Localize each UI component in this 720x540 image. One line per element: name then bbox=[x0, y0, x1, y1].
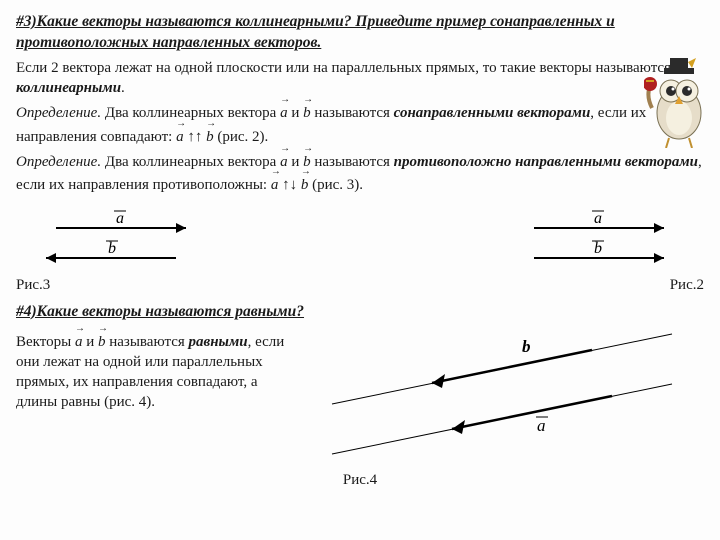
q4-text: Векторы a и b называются равными, если о… bbox=[16, 329, 296, 413]
text: Векторы bbox=[16, 334, 75, 350]
arrows-icon: ↑↑ bbox=[184, 129, 207, 145]
vector-a: a bbox=[176, 124, 184, 147]
text: называются bbox=[311, 105, 394, 121]
vector-b: b bbox=[98, 329, 106, 352]
fig4-caption: Рис.4 bbox=[16, 470, 704, 490]
vector-a: a bbox=[271, 172, 279, 195]
vector-b: b bbox=[303, 100, 311, 123]
figure-4: b a bbox=[312, 329, 704, 464]
def-label: Определение. bbox=[16, 105, 101, 121]
text: называются bbox=[311, 154, 394, 170]
fig3-caption: Рис.3 bbox=[16, 275, 216, 295]
vec-b-label: b bbox=[522, 337, 531, 356]
q3-heading: #3)Какие векторы называются коллинеарным… bbox=[16, 12, 704, 54]
text: называются bbox=[105, 334, 188, 350]
vec-a-label: a bbox=[116, 210, 124, 227]
text: (рис. 3). bbox=[308, 177, 363, 193]
figures-row: a b Рис.3 a b Рис.2 bbox=[16, 203, 704, 295]
fig4-svg: b a bbox=[312, 329, 692, 464]
text: Два коллинеарных вектора bbox=[101, 154, 280, 170]
vec-a-label: a bbox=[594, 210, 602, 227]
text: Два коллинеарных вектора bbox=[101, 105, 280, 121]
text: Если 2 вектора лежат на одной плоскости … bbox=[16, 60, 671, 76]
vector-b: b bbox=[301, 172, 309, 195]
figure-3: a b Рис.3 bbox=[16, 203, 216, 295]
fig3-svg: a b bbox=[16, 203, 216, 273]
collinear-term: коллинеарными bbox=[16, 80, 121, 96]
text: и bbox=[82, 334, 98, 350]
sonapr-term: сонаправленными векторами bbox=[394, 105, 591, 121]
q3-collinear-definition: Если 2 вектора лежат на одной плоскости … bbox=[16, 58, 704, 99]
equal-term: равными bbox=[189, 334, 248, 350]
arrows-icon: ↑↓ bbox=[278, 177, 301, 193]
text: и bbox=[288, 105, 304, 121]
q4-heading: #4)Какие векторы называются равными? bbox=[16, 302, 704, 323]
def-label: Определение. bbox=[16, 154, 101, 170]
vec-b-label: b bbox=[108, 240, 116, 257]
vector-a: a bbox=[280, 100, 288, 123]
text: (рис. 2). bbox=[214, 129, 269, 145]
vector-b: b bbox=[206, 124, 214, 147]
fig2-caption: Рис.2 bbox=[504, 275, 704, 295]
vec-a-label: a bbox=[537, 416, 546, 435]
vector-a: a bbox=[75, 329, 83, 352]
fig2-svg: a b bbox=[504, 203, 704, 273]
q3-protiv-definition: Определение. Два коллинеарных вектора a … bbox=[16, 149, 704, 196]
figure-2: a b Рис.2 bbox=[504, 203, 704, 295]
q3-sonapr-definition: Определение. Два коллинеарных вектора a … bbox=[16, 100, 704, 147]
vec-b-label: b bbox=[594, 240, 602, 257]
vector-a: a bbox=[280, 149, 288, 172]
q4-content-row: Векторы a и b называются равными, если о… bbox=[16, 329, 704, 464]
protiv-term: противоположно направленными векторами bbox=[394, 154, 698, 170]
owl-mascot-icon bbox=[644, 58, 714, 148]
